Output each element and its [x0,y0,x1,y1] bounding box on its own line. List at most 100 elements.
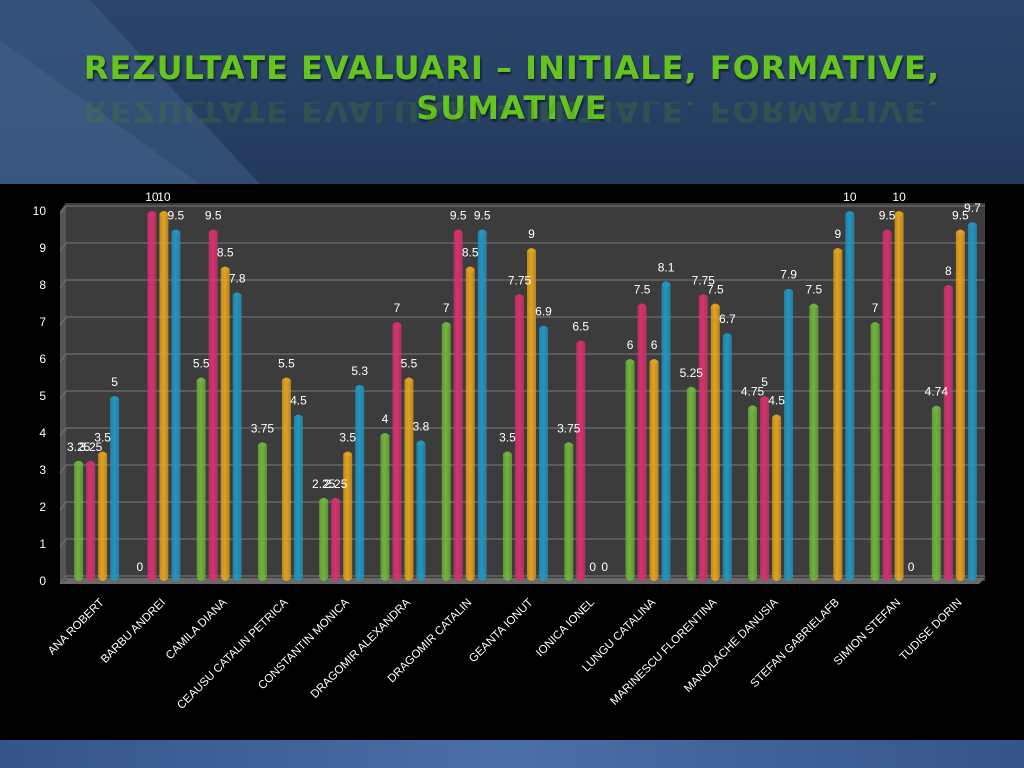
data-label: 3.5 [499,431,516,445]
bar [894,211,904,581]
data-label: 8.1 [658,260,675,274]
bar [110,396,120,581]
y-axis-ticks: 0 1 2 3 4 5 6 7 8 9 10 [33,204,47,588]
data-label: 7 [443,301,450,315]
bar-cap [416,440,426,446]
bar [527,248,536,581]
slide-title-reflection: REZULTATE EVALUARI – INITIALE, FORMATIVE… [83,102,941,129]
category-label: MARINESCU FLORENTINA [608,596,719,707]
gridline-skew [59,427,67,437]
category-label: SIMION STEFAN [832,597,903,668]
y-tick-label: 9 [39,241,46,255]
bar-cap [527,248,536,254]
bar [539,325,548,581]
bar-cap [760,396,770,402]
bar [220,266,230,581]
bar-cap [477,230,487,235]
y-tick-label: 6 [39,352,46,366]
bar-cap [686,387,696,393]
bar-cap [171,230,181,235]
y-tick-label: 10 [33,204,47,218]
bar-cap [576,341,586,346]
bar [208,229,218,581]
data-label: 3.5 [339,431,356,445]
data-label: 7 [872,301,879,315]
bar [380,433,390,581]
data-label: 9 [834,227,841,241]
y-tick-label: 3 [39,463,46,477]
bar-cap [147,211,157,217]
data-label: 10 [843,190,857,204]
category-label: CAMILA DIANA [164,596,230,662]
bar-cap [220,267,230,272]
data-label: 5.3 [351,364,368,378]
bar [257,442,267,581]
data-label: 10 [145,190,159,204]
y-tick-label: 0 [39,574,46,588]
data-label: 7.75 [508,273,532,287]
plot-side-wall [60,203,66,584]
data-label: 4.5 [290,394,307,408]
bar-cap [967,222,977,228]
data-label: 4.75 [741,384,765,398]
bar [576,340,586,581]
bar [649,359,659,581]
data-label: 4.5 [768,394,785,408]
bar-cap [943,285,953,291]
bar-cap [355,385,365,391]
bar [477,229,487,581]
bar [281,377,291,581]
category-label: GEANTA IONUT [467,597,535,665]
bar-cap [392,322,402,328]
bar [760,396,770,581]
bar [453,229,463,581]
gridline-skew [59,279,67,289]
bar-cap [281,378,291,383]
bar-cap [257,442,267,448]
y-tick-label: 2 [39,500,46,514]
bar [515,294,524,581]
data-label: 9.5 [879,209,896,223]
category-label: DRAGOMIR ALEXANDRA [309,596,414,701]
category-label: TUDISE DORIN [898,597,965,664]
data-label: 3.25 [79,440,103,454]
bar [637,303,647,581]
data-label: 8 [945,264,952,278]
bar-cap [625,359,635,365]
gridline-skew [59,205,67,215]
data-label: 0 [601,560,608,574]
bar [159,211,169,581]
data-label: 6.5 [572,320,589,334]
bar-cap [845,211,855,217]
bar [343,451,353,581]
bar [955,229,965,581]
bar [465,266,475,581]
bar [943,285,953,581]
data-label: 7.8 [229,271,246,285]
data-label: 0 [908,560,915,574]
data-label: 7 [394,301,401,315]
data-label: 9.5 [450,209,467,223]
bars [74,211,977,581]
bar [196,377,206,581]
data-label: 9.5 [168,209,185,223]
data-label: 2.25 [312,477,336,491]
bar-cap [503,452,512,457]
data-label: 5.25 [680,366,704,380]
data-label: 0 [137,560,144,574]
bar-cap [441,322,451,328]
data-label: 10 [892,190,906,204]
bar-cap [955,230,965,235]
bar-cap [110,396,120,402]
data-label: 8.5 [462,246,479,260]
bar [967,222,977,581]
bar-cap [74,461,84,467]
bar-cap [698,294,708,300]
bar-cap [196,378,206,383]
bar [171,229,181,581]
bar-cap [661,281,671,287]
bar-cap [515,294,524,300]
bar-cap [453,230,463,235]
bar-cap [870,322,880,328]
